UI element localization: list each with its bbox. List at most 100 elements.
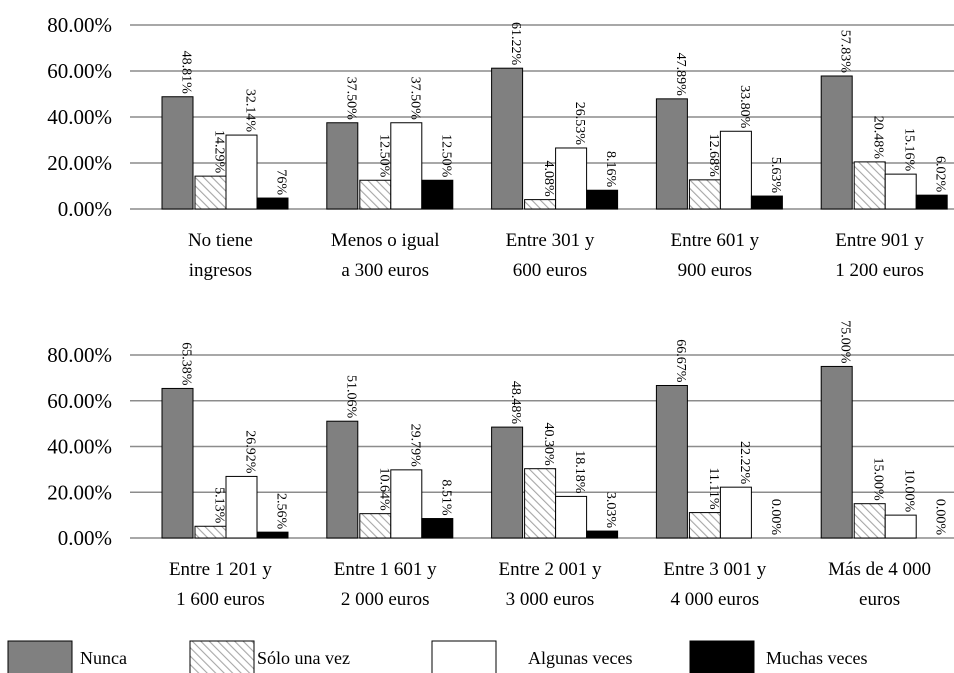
data-label: 76% [274,169,289,195]
category-label: Entre 2 001 y [499,559,602,580]
data-label: 22.22% [737,441,752,485]
bar-algunas-veces [555,495,588,539]
y-tick-label: 40.00% [47,105,112,129]
category-label: Más de 4 000 [828,559,931,580]
category-label: 600 euros [513,260,587,281]
data-label: 2.56% [274,493,289,530]
data-label: 47.89% [673,53,688,97]
data-label: 6.02% [933,156,948,193]
data-label: 75.00% [838,320,853,364]
y-tick-label: 80.00% [47,343,112,367]
bar-muchas-veces [421,179,454,210]
data-label: 26.53% [572,102,587,146]
category-label: 900 euros [678,260,752,281]
data-label: 3.03% [603,492,618,529]
bar-algunas-veces [555,147,588,210]
bar-algunas-veces [884,173,917,210]
category-label: 2 000 euros [341,589,430,610]
legend-swatch [689,640,755,673]
bar-nunca [326,122,359,210]
data-label: 8.16% [603,151,618,188]
category-label: Entre 301 y [506,230,595,251]
category-label: ingresos [189,260,252,281]
y-tick-label: 40.00% [47,435,112,459]
data-label: 57.83% [838,30,853,74]
y-tick-label: 60.00% [47,389,112,413]
data-label: 37.50% [343,77,358,121]
category-label: 3 000 euros [506,589,595,610]
data-label: 11.11% [706,467,721,509]
bar-algunas-veces [884,514,917,539]
chart-panel-top: 0.00% 20.00% 40.00% 60.00% 80.00% 48.81% 14.29… [47,13,954,281]
data-label: 29.79% [407,424,422,468]
bar-nunca [655,98,688,210]
bar-s-lo-una-vez [853,161,886,210]
y-tick-label: 20.00% [47,151,112,175]
bar-algunas-veces [719,130,752,210]
bar-algunas-veces [225,134,258,210]
y-tick-label: 60.00% [47,59,112,83]
chart-panel-bottom: 0.00% 20.00% 40.00% 60.00% 80.00% 65.38% 5.13%… [47,320,954,610]
data-label: 65.38% [179,342,194,386]
y-tick-label: 80.00% [47,13,112,37]
bar-nunca [491,426,524,539]
bar-s-lo-una-vez [524,199,557,210]
data-label: 12.50% [376,134,391,178]
data-label: 51.06% [343,375,358,419]
category-label: Entre 1 601 y [334,559,437,580]
bar-algunas-veces [719,486,752,539]
data-label: 0.00% [933,499,948,536]
bar-nunca [326,420,359,539]
y-tick-label: 0.00% [58,526,112,550]
data-label: 48.81% [179,51,194,95]
chart-legend: Nunca Sólo una vez Algunas veces Muchas vec… [7,640,867,673]
category-label: Entre 601 y [670,230,759,251]
bar-algunas-veces [225,475,258,539]
bar-s-lo-una-vez [359,513,392,539]
category-label: Entre 3 001 y [663,559,766,580]
data-label: 5.63% [768,157,783,194]
bar-nunca [655,384,688,539]
bar-muchas-veces [586,530,619,539]
bar-s-lo-una-vez [688,179,721,210]
category-label: a 300 euros [341,260,429,281]
legend-label: Algunas veces [528,648,632,668]
data-label: 12.50% [438,134,453,178]
data-label: 10.64% [376,467,391,511]
bar-nunca [161,387,194,539]
category-label: Menos o igual [331,230,440,251]
legend-label: Muchas veces [766,648,867,668]
data-label: 61.22% [508,22,523,66]
category-label: Entre 1 201 y [169,559,272,580]
bar-s-lo-una-vez [524,468,557,539]
bar-nunca [491,67,524,210]
data-label: 15.16% [902,128,917,172]
data-label: 12.68% [706,134,721,178]
legend-swatch [431,640,497,673]
category-label: euros [859,589,900,610]
bar-s-lo-una-vez [359,179,392,210]
category-label: 1 600 euros [176,589,265,610]
data-label: 66.67% [673,339,688,383]
bar-muchas-veces [421,518,454,539]
bar-s-lo-una-vez [853,503,886,539]
data-label: 0.00% [768,499,783,536]
category-label: Entre 901 y [835,230,924,251]
y-tick-label: 20.00% [47,480,112,504]
bar-nunca [820,365,853,539]
data-label: 32.14% [243,89,258,133]
bar-s-lo-una-vez [194,175,227,210]
data-label: 5.13% [212,487,227,524]
bar-s-lo-una-vez [688,512,721,539]
bar-muchas-veces [256,531,289,539]
bar-nunca [161,96,194,210]
data-label: 26.92% [243,430,258,474]
category-label: 1 200 euros [835,260,924,281]
bar-muchas-veces [915,194,948,210]
category-label: 4 000 euros [670,589,759,610]
bar-muchas-veces [586,189,619,210]
data-label: 18.18% [572,450,587,494]
category-label: No tiene [188,230,253,251]
bar-muchas-veces [256,197,289,210]
